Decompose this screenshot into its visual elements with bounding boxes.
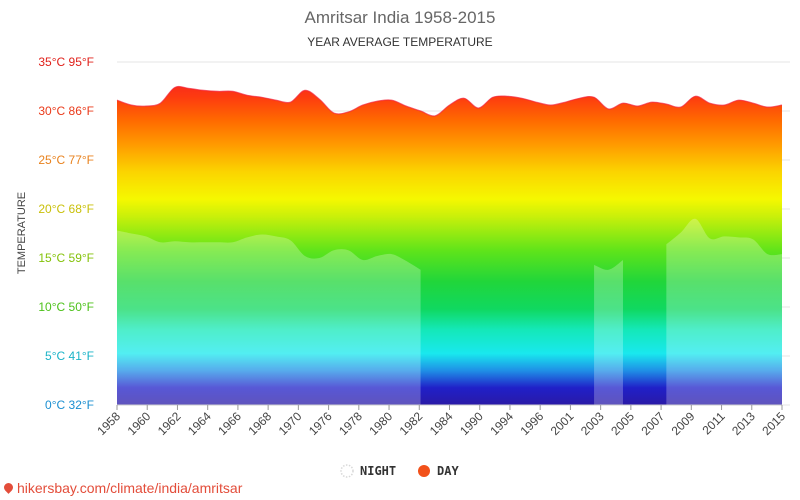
y-tick-label: 35°C 95°F xyxy=(38,55,94,69)
x-tick-label: 1982 xyxy=(397,409,426,438)
x-tick-label: 2005 xyxy=(608,409,637,438)
x-tick-label: 1958 xyxy=(94,409,123,438)
x-tick-label: 1966 xyxy=(215,409,244,438)
night-series-area[interactable] xyxy=(117,230,421,405)
y-tick-label: 5°C 41°F xyxy=(45,349,94,363)
x-tick-label: 1984 xyxy=(427,409,456,438)
x-tick-label: 1970 xyxy=(276,409,305,438)
night-series-area[interactable] xyxy=(594,260,623,405)
y-axis-label: TEMPERATURE xyxy=(16,192,28,274)
x-tick-label: 1994 xyxy=(487,409,516,438)
watermark-text: hikersbay.com/climate/india/amritsar xyxy=(17,480,243,496)
x-tick-label: 2013 xyxy=(729,409,758,438)
x-tick-label: 2001 xyxy=(548,409,577,438)
chart-subtitle: YEAR AVERAGE TEMPERATURE xyxy=(307,35,493,49)
chart-title: Amritsar India 1958-2015 xyxy=(304,8,496,27)
watermark-link[interactable]: hikersbay.com/climate/india/amritsar xyxy=(2,480,243,496)
x-tick-label: 1962 xyxy=(155,409,184,438)
legend-label-night: NIGHT xyxy=(360,464,396,478)
y-tick-label: 15°C 59°F xyxy=(38,251,94,265)
x-tick-label: 2011 xyxy=(700,409,728,437)
legend-label-day: DAY xyxy=(437,464,459,478)
x-tick-label: 1964 xyxy=(185,409,214,438)
y-tick-label: 30°C 86°F xyxy=(38,104,94,118)
legend-item-day[interactable]: DAY xyxy=(418,464,459,478)
x-tick-label: 1980 xyxy=(366,409,395,438)
x-tick-label: 1968 xyxy=(245,409,274,438)
location-pin-icon xyxy=(2,481,15,494)
night-series-area[interactable] xyxy=(666,218,782,405)
day-series-line xyxy=(116,85,783,117)
legend: NIGHT DAY xyxy=(340,464,459,478)
y-tick-label: 25°C 77°F xyxy=(38,153,94,167)
x-tick-label: 1990 xyxy=(457,409,486,438)
x-tick-label: 1960 xyxy=(125,409,154,438)
x-tick-label: 1976 xyxy=(306,409,335,438)
legend-item-night[interactable]: NIGHT xyxy=(340,464,396,478)
x-tick-label: 2015 xyxy=(759,409,788,438)
day-series-area[interactable] xyxy=(117,86,782,406)
x-tick-label: 2003 xyxy=(578,409,607,438)
x-tick-label: 1996 xyxy=(518,409,547,438)
y-tick-label: 20°C 68°F xyxy=(38,202,94,216)
x-tick-label: 1978 xyxy=(336,409,365,438)
x-tick-label: 2009 xyxy=(669,409,698,438)
y-tick-label: 10°C 50°F xyxy=(38,300,94,314)
x-tick-label: 2007 xyxy=(638,409,667,438)
y-tick-label: 0°C 32°F xyxy=(45,398,94,412)
